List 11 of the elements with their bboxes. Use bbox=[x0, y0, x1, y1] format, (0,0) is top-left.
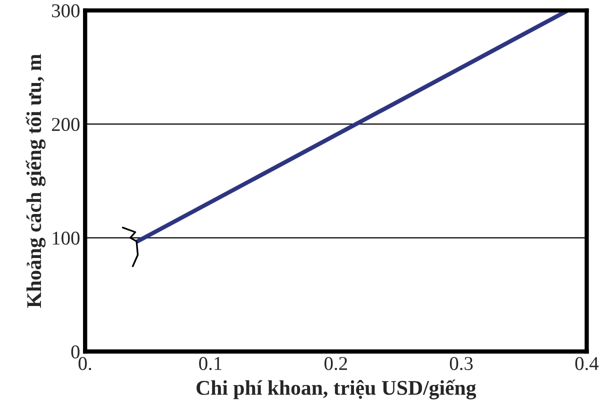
x-axis-title: Chi phí khoan, triệu USD/giếng bbox=[196, 380, 476, 400]
y-axis-title: Khoảng cách giếng tối ưu, m bbox=[26, 54, 46, 308]
x-tick-label: 0.3 bbox=[450, 356, 473, 370]
y-tick-label: 300 bbox=[52, 4, 80, 18]
y-tick-label: 0 bbox=[71, 345, 80, 358]
x-tick-label: 0.1 bbox=[199, 356, 222, 370]
y-tick-label: 100 bbox=[52, 232, 80, 245]
y-tick-label: 200 bbox=[52, 118, 80, 132]
x-tick-label: 0.2 bbox=[324, 356, 347, 370]
x-tick-label: 0. bbox=[78, 356, 92, 370]
x-tick-label: 0.4 bbox=[575, 356, 599, 370]
